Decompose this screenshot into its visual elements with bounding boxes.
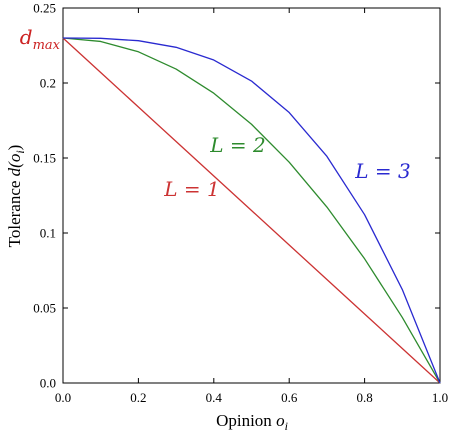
x-tick-label: 0.8 (356, 390, 372, 405)
y-axis-label-var: o (5, 154, 24, 163)
dmax-label: dmax (20, 25, 61, 53)
x-tick-label: 0.2 (130, 390, 146, 405)
y-axis-label-sub: i (13, 150, 27, 153)
x-tick-label: 0.6 (281, 390, 298, 405)
plot-area (62, 7, 441, 384)
annotation-L2: L = 2 (209, 133, 265, 157)
x-axis-label: Opinion oi (216, 411, 288, 433)
x-tick-label: 0.0 (55, 390, 71, 405)
dmax-label-main: d (20, 25, 33, 49)
y-axis-label-fn: d( (5, 161, 24, 177)
x-tick-label: 1.0 (432, 390, 448, 405)
series-line-L2 (62, 37, 441, 384)
annotation-L3: L = 3 (354, 159, 410, 183)
series-lines (62, 37, 441, 384)
x-tick-label: 0.4 (206, 390, 223, 405)
y-axis-label-main: Tolerance (5, 176, 24, 247)
annotation-L1: L = 1 (163, 177, 219, 201)
series-line-L1 (62, 37, 441, 384)
dmax-label-sub: max (33, 38, 61, 53)
y-tick-label: 0.25 (33, 1, 56, 16)
series-annotations: L = 1 L = 2 L = 3 (163, 133, 410, 201)
series-line-L3 (62, 37, 441, 384)
x-axis-label-main: Opinion (216, 411, 276, 430)
y-axis-label: Tolerance d(oi) (5, 145, 27, 248)
y-axis-label-close: ) (5, 145, 24, 151)
y-tick-label: 0.1 (40, 226, 56, 241)
plot-frame (62, 7, 441, 384)
x-axis-label-sub: i (285, 419, 288, 433)
y-tick-label: 0.0 (40, 376, 56, 391)
y-tick-label: 0.2 (40, 76, 56, 91)
y-tick-label: 0.15 (33, 151, 56, 166)
x-axis-label-var: o (276, 411, 285, 430)
axis-ticks: 0.0 0.2 0.4 0.6 0.8 1.0 0.0 0.05 0.1 0.15 0.2 0.25 (33, 1, 448, 406)
y-tick-label: 0.05 (33, 301, 56, 316)
